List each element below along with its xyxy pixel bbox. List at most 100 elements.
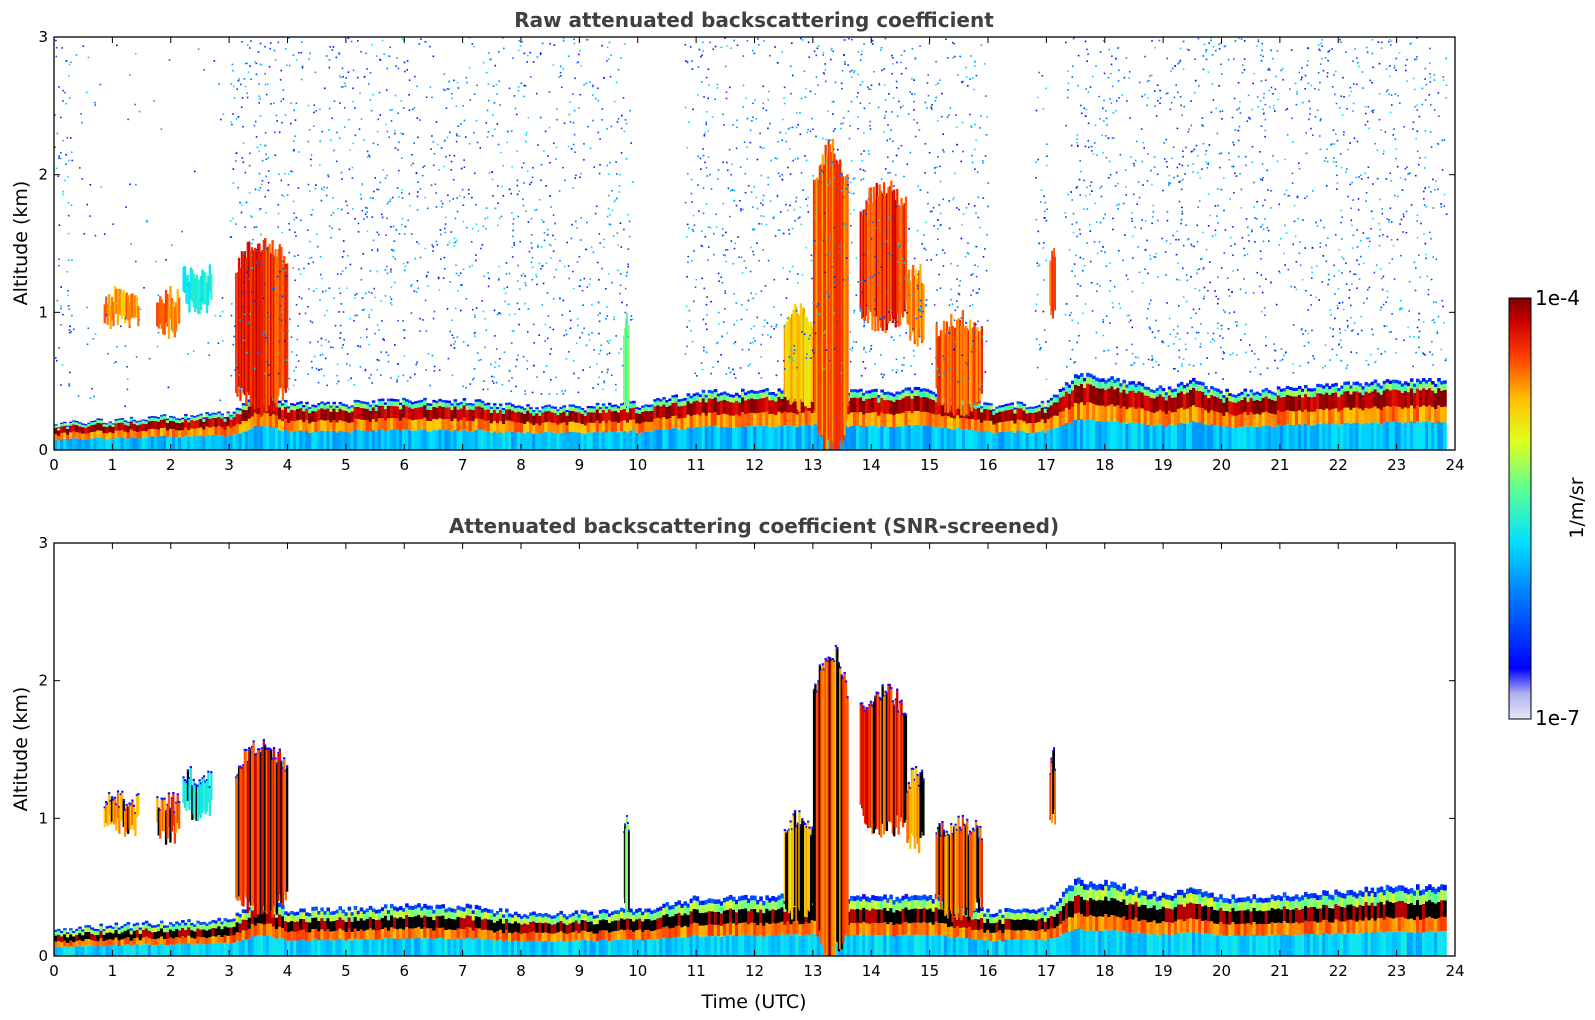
noise-cell <box>1324 344 1327 346</box>
heatmap-cell <box>1388 406 1393 423</box>
noise-cell <box>615 389 617 391</box>
cloud-cell <box>954 327 957 416</box>
heatmap-cell <box>719 395 724 401</box>
noise-cell <box>541 265 543 267</box>
noise-cell <box>1395 338 1398 340</box>
heatmap-cell <box>1182 409 1187 424</box>
heatmap-cell <box>196 435 200 450</box>
heatmap-cell <box>1406 408 1411 424</box>
cloud-cell <box>953 327 956 416</box>
heatmap-cell <box>904 396 909 412</box>
noise-cell <box>394 344 396 346</box>
heatmap-cell <box>1282 425 1287 450</box>
noise-cell <box>903 231 906 233</box>
noise-cell <box>1352 329 1354 331</box>
noise-cell <box>1217 222 1219 224</box>
noise-cell <box>704 236 707 238</box>
noise-cell <box>769 54 771 57</box>
noise-cell <box>1242 64 1244 66</box>
heatmap-cell <box>1255 399 1260 414</box>
heatmap-cell <box>1152 412 1157 427</box>
heatmap-cell <box>916 387 921 391</box>
heatmap-cell <box>617 422 621 433</box>
heatmap-cell <box>417 400 421 403</box>
noise-cell <box>369 99 371 101</box>
heatmap-cell <box>735 400 739 415</box>
noise-cell <box>1284 264 1286 266</box>
cloud-cell <box>166 293 169 327</box>
noise-cell <box>849 331 852 333</box>
noise-cell <box>684 201 687 204</box>
heatmap-cell <box>217 416 221 427</box>
heatmap-cell <box>1422 378 1426 382</box>
heatmap-cell <box>813 424 818 450</box>
heatmap-cell <box>1225 388 1229 392</box>
heatmap-cell <box>520 412 524 423</box>
cloud-cell <box>132 295 136 319</box>
noise-cell <box>444 223 447 225</box>
noise-cell <box>519 240 521 243</box>
heatmap-cell <box>547 431 551 450</box>
heatmap-cell <box>592 406 597 409</box>
noise-cell <box>1153 255 1155 258</box>
heatmap-cell <box>1434 423 1438 450</box>
heatmap-cell <box>1110 404 1114 421</box>
heatmap-cell <box>141 423 146 431</box>
noise-cell <box>338 53 341 55</box>
heatmap-cell <box>417 402 421 408</box>
heatmap-cell <box>1216 388 1220 392</box>
noise-cell <box>789 270 791 273</box>
heatmap-cell <box>544 411 548 423</box>
noise-cell <box>1259 100 1262 102</box>
heatmap-cell <box>931 426 936 450</box>
heatmap-cell <box>877 415 881 428</box>
heatmap-cell <box>780 398 784 414</box>
noise-cell <box>416 117 419 119</box>
heatmap-cell <box>1043 412 1048 424</box>
heatmap-cell <box>1228 414 1232 428</box>
noise-cell <box>438 169 440 171</box>
heatmap-cell <box>523 424 527 434</box>
heatmap-cell <box>1264 391 1269 397</box>
noise-cell <box>67 294 69 297</box>
heatmap-cell <box>477 401 482 407</box>
noise-cell <box>724 65 727 68</box>
heatmap-cell <box>638 409 642 414</box>
heatmap-cell <box>102 424 106 427</box>
cloud-cell <box>157 302 160 329</box>
cloud-cell <box>110 296 114 321</box>
heatmap-cell <box>1055 397 1060 403</box>
noise-cell <box>1239 288 1242 291</box>
heatmap-cell <box>1313 411 1317 426</box>
noise-cell <box>265 153 267 155</box>
noise-cell <box>1037 96 1039 99</box>
noise-cell <box>1256 45 1258 47</box>
heatmap-cell <box>1049 405 1054 418</box>
noise-cell <box>480 247 482 250</box>
heatmap-cell <box>1025 432 1030 450</box>
noise-cell <box>249 215 252 217</box>
heatmap-cell <box>1352 381 1356 386</box>
noise-cell <box>1437 188 1439 191</box>
heatmap-cell <box>365 402 370 405</box>
heatmap-cell <box>1276 410 1281 425</box>
heatmap-cell <box>632 407 636 420</box>
heatmap-cell <box>495 407 500 410</box>
noise-cell <box>1092 75 1094 78</box>
heatmap-cell <box>444 407 448 420</box>
heatmap-cell <box>238 408 243 411</box>
heatmap-cell <box>105 427 110 434</box>
noise-cell <box>1299 264 1302 266</box>
noise-cell <box>363 308 366 311</box>
noise-cell <box>860 53 863 56</box>
cloud-cell <box>258 243 261 408</box>
heatmap-cell <box>1107 405 1111 422</box>
noise-cell <box>397 320 399 322</box>
noise-cell <box>1378 244 1381 247</box>
heatmap-cell <box>871 397 875 413</box>
noise-cell <box>258 102 260 104</box>
heatmap-cell <box>323 402 327 406</box>
noise-cell <box>1098 95 1100 98</box>
heatmap-cell <box>241 405 246 410</box>
noise-cell <box>887 311 890 313</box>
